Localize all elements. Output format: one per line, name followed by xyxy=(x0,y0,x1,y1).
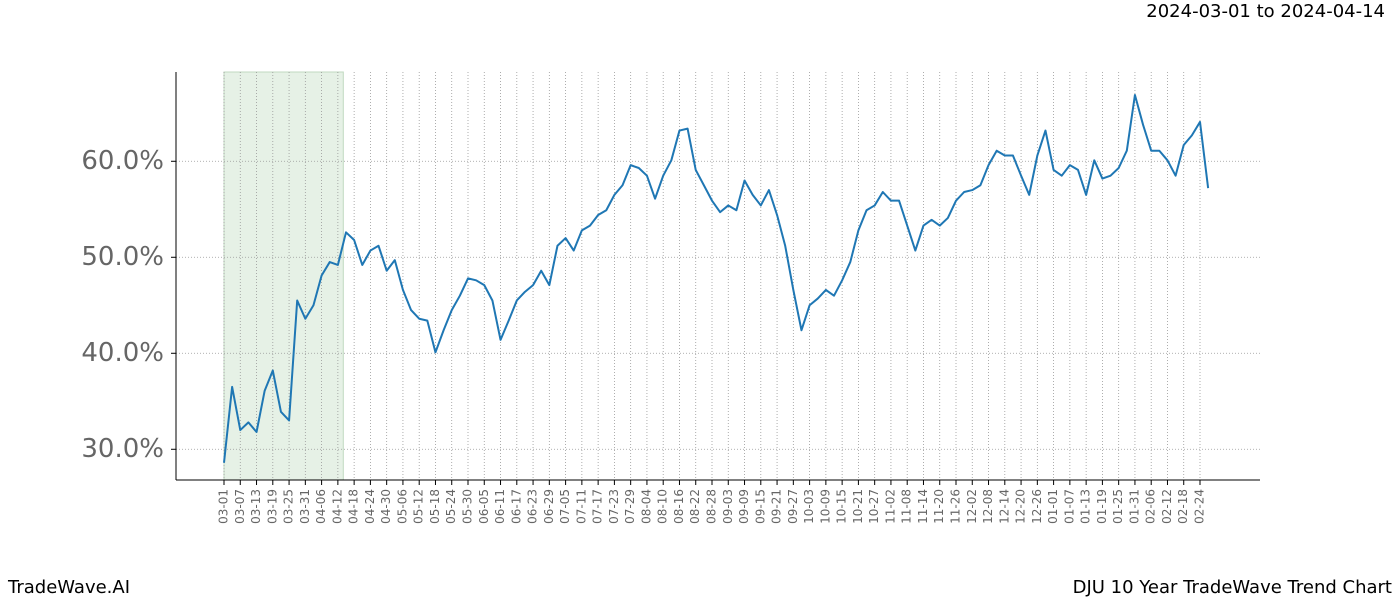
trend-line xyxy=(223,94,1210,463)
x-tick-label: 12-02 xyxy=(965,489,979,524)
x-tick-label: 10-27 xyxy=(867,489,881,524)
y-tick-label: 40.0% xyxy=(81,338,164,368)
x-tick-label: 12-08 xyxy=(981,489,995,524)
x-tick-label: 01-13 xyxy=(1079,489,1093,524)
x-tick-label: 04-12 xyxy=(330,489,344,524)
x-tick-label: 10-15 xyxy=(835,489,849,524)
x-tick-label: 07-05 xyxy=(558,489,572,524)
x-tick-label: 01-31 xyxy=(1127,489,1141,524)
x-tick-label: 11-08 xyxy=(900,489,914,524)
x-tick-label: 06-11 xyxy=(493,489,507,524)
x-tick-label: 01-07 xyxy=(1062,489,1076,524)
x-tick-label: 10-09 xyxy=(818,489,832,524)
x-tick-label: 02-12 xyxy=(1160,489,1174,524)
chart-title: DJU 10 Year TradeWave Trend Chart xyxy=(1073,577,1392,598)
x-tick-label: 11-20 xyxy=(932,489,946,524)
x-tick-label: 11-14 xyxy=(916,489,930,524)
highlight-span xyxy=(223,71,344,481)
x-tick-label: 10-03 xyxy=(802,489,816,524)
x-tick-label: 07-23 xyxy=(607,489,621,524)
x-tick-label: 06-23 xyxy=(526,489,540,524)
x-tick-label: 05-06 xyxy=(395,489,409,524)
x-tick-label: 12-26 xyxy=(1030,489,1044,524)
x-tick-label: 03-19 xyxy=(265,489,279,524)
x-tick-label: 05-30 xyxy=(461,489,475,524)
x-tick-label: 07-29 xyxy=(623,489,637,524)
y-tick-label: 50.0% xyxy=(81,242,164,272)
x-tick-label: 05-12 xyxy=(412,489,426,524)
x-tick-label: 12-20 xyxy=(1014,489,1028,524)
x-tick-label: 04-18 xyxy=(347,489,361,524)
x-tick-label: 07-17 xyxy=(591,489,605,524)
x-tick-label: 03-01 xyxy=(217,489,231,524)
date-range: 2024-03-01 to 2024-04-14 xyxy=(1146,1,1385,22)
x-tick-label: 07-11 xyxy=(574,489,588,524)
x-tick-label: 04-24 xyxy=(363,489,377,524)
x-tick-label: 01-25 xyxy=(1111,489,1125,524)
x-tick-label: 08-10 xyxy=(656,489,670,524)
y-tick-label: 60.0% xyxy=(81,146,164,176)
x-tick-label: 03-07 xyxy=(233,489,247,524)
x-tick-label: 06-05 xyxy=(477,489,491,524)
x-tick-label: 02-24 xyxy=(1193,489,1207,524)
x-tick-label: 08-22 xyxy=(688,489,702,524)
x-tick-label: 06-17 xyxy=(509,489,523,524)
x-tick-label: 09-21 xyxy=(770,489,784,524)
x-tick-label: 03-25 xyxy=(282,489,296,524)
x-tick-label: 08-28 xyxy=(705,489,719,524)
x-tick-label: 11-02 xyxy=(883,489,897,524)
x-tick-label: 03-31 xyxy=(298,489,312,524)
x-tick-label: 09-15 xyxy=(753,489,767,524)
x-tick-label: 08-04 xyxy=(639,489,653,524)
x-tick-label: 09-27 xyxy=(786,489,800,524)
x-tick-label: 05-24 xyxy=(444,489,458,524)
x-tick-label: 03-13 xyxy=(249,489,263,524)
x-tick-label: 06-29 xyxy=(542,489,556,524)
brand: TradeWave.AI xyxy=(7,577,130,598)
x-tick-label: 09-09 xyxy=(737,489,751,524)
x-tick-label: 04-30 xyxy=(379,489,393,524)
x-tick-label: 01-19 xyxy=(1095,489,1109,524)
x-tick-label: 09-03 xyxy=(721,489,735,524)
y-tick-label: 30.0% xyxy=(81,434,164,464)
x-tick-label: 11-26 xyxy=(949,489,963,524)
x-tick-label: 05-18 xyxy=(428,489,442,524)
x-tick-label: 02-06 xyxy=(1144,489,1158,524)
x-tick-label: 01-01 xyxy=(1046,489,1060,524)
x-tick-label: 02-18 xyxy=(1176,489,1190,524)
x-tick-label: 10-21 xyxy=(851,489,865,524)
x-tick-label: 08-16 xyxy=(672,489,686,524)
x-tick-label: 04-06 xyxy=(314,489,328,524)
x-tick-label: 12-14 xyxy=(997,489,1011,524)
